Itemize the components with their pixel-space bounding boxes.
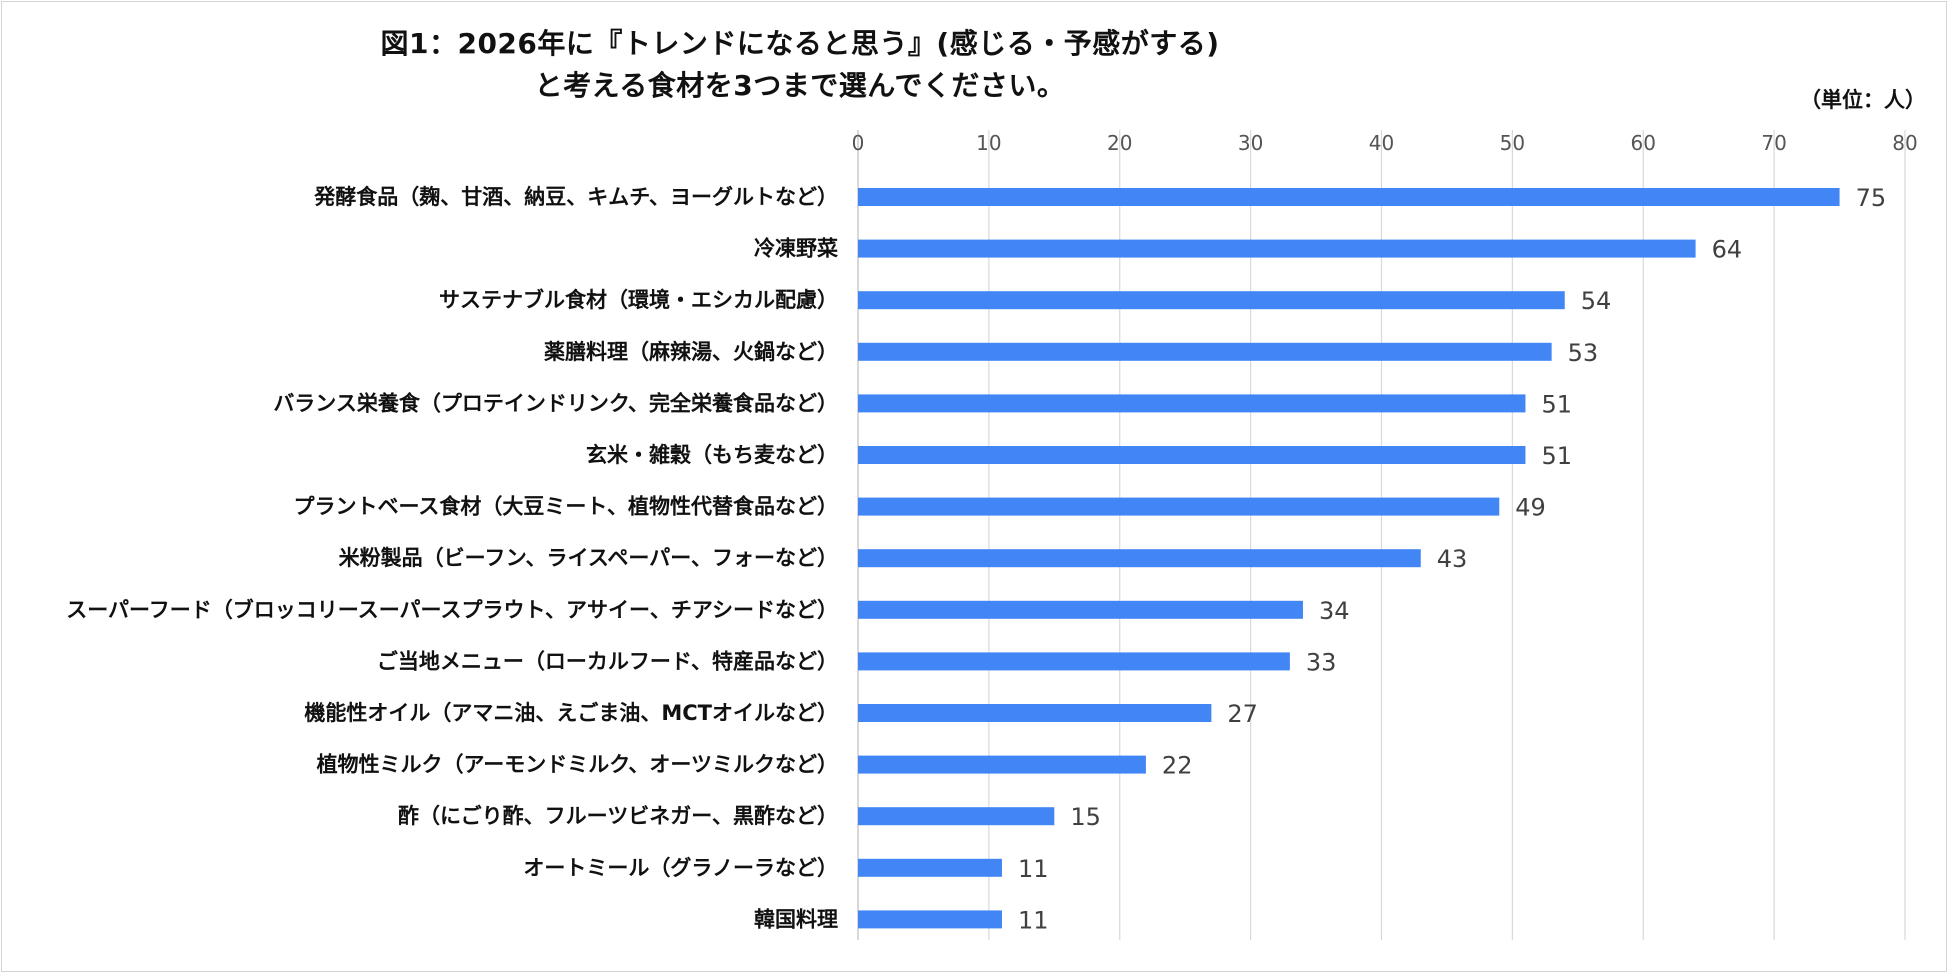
chart-title-line2: と考える食材を3つまで選んでください。 [534,69,1066,102]
category-label: バランス栄養食（プロテインドリンク、完全栄養食品など） [273,391,838,415]
category-label: 米粉製品（ビーフン、ライスペーパー、フォーなど） [339,546,838,570]
bar [858,910,1002,929]
grid-lines [857,130,1906,940]
bar [858,549,1421,568]
category-label: 韓国料理 [754,907,838,931]
data-label: 11 [1018,906,1049,934]
data-label: 53 [1568,339,1599,367]
value-labels: 75 64 54 53 51 51 49 43 34 33 27 22 15 11 11 [1018,184,1886,934]
category-label: 薬膳料理（麻辣湯、火鍋など） [544,340,838,364]
unit-label: （単位：人） [1800,88,1926,112]
category-label: ご当地メニュー（ローカルフード、特産品など） [377,649,838,673]
category-label: スーパーフード（ブロッコリースーパースプラウト、アサイー、チアシードなど） [66,598,838,622]
bar [858,239,1696,258]
chart-title-line1: 図1：2026年に『トレンドになると思う』(感じる・予感がする) [380,27,1220,60]
category-label: オートミール（グラノーラなど） [523,856,838,880]
data-label: 27 [1227,700,1258,728]
bar [858,652,1290,671]
bar [858,394,1526,413]
bar [858,704,1212,722]
bars [858,188,1840,929]
category-label: プラントベース食材（大豆ミート、植物性代替食品など） [293,495,838,519]
x-tick-label: 80 [1892,131,1917,155]
x-tick-label: 30 [1238,131,1263,155]
x-tick-label: 70 [1761,131,1786,155]
x-tick-label: 40 [1369,131,1394,155]
bar [858,807,1055,826]
data-label: 51 [1541,390,1572,418]
data-label: 64 [1712,236,1743,264]
x-tick-label: 10 [976,131,1001,155]
bar [858,858,1002,877]
data-label: 51 [1541,442,1572,470]
data-label: 15 [1070,803,1101,831]
data-label: 54 [1581,287,1612,315]
bar [858,446,1526,464]
data-label: 34 [1319,597,1350,625]
category-label: 植物性ミルク（アーモンドミルク、オーツミルクなど） [317,753,838,777]
data-label: 11 [1018,855,1049,883]
bar [858,497,1500,516]
data-label: 75 [1856,184,1887,212]
data-label: 49 [1515,494,1546,522]
data-label: 22 [1162,752,1193,780]
bar [858,291,1565,310]
x-tick-label: 60 [1631,131,1656,155]
bar [858,755,1146,774]
category-label: サステナブル食材（環境・エシカル配慮） [439,288,838,312]
category-label: 機能性オイル（アマニ油、えごま油、MCTオイルなど） [304,701,838,725]
category-label: 玄米・雑穀（もち麦など） [586,443,838,467]
x-tick-label: 20 [1107,131,1132,155]
bar [858,600,1303,619]
bar [858,342,1552,361]
category-label: 冷凍野菜 [754,237,838,261]
x-axis-ticks: 0 10 20 30 40 50 60 70 80 [852,131,1918,155]
x-tick-label: 0 [852,131,865,155]
data-label: 43 [1437,545,1468,573]
category-labels: 発酵食品（麹、甘酒、納豆、キムチ、ヨーグルトなど） 冷凍野菜サステナブル食材（環境… [66,185,838,931]
category-label: 酢（にごり酢、フルーツビネガー、黒酢など） [398,804,838,828]
category-label: 発酵食品（麹、甘酒、納豆、キムチ、ヨーグルトなど） [313,185,838,209]
data-label: 33 [1306,648,1337,676]
bar [858,188,1840,206]
x-tick-label: 50 [1500,131,1525,155]
